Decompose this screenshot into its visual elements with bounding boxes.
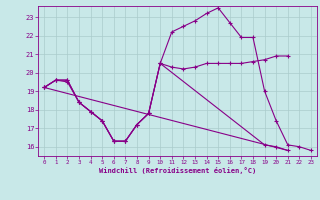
X-axis label: Windchill (Refroidissement éolien,°C): Windchill (Refroidissement éolien,°C) (99, 167, 256, 174)
